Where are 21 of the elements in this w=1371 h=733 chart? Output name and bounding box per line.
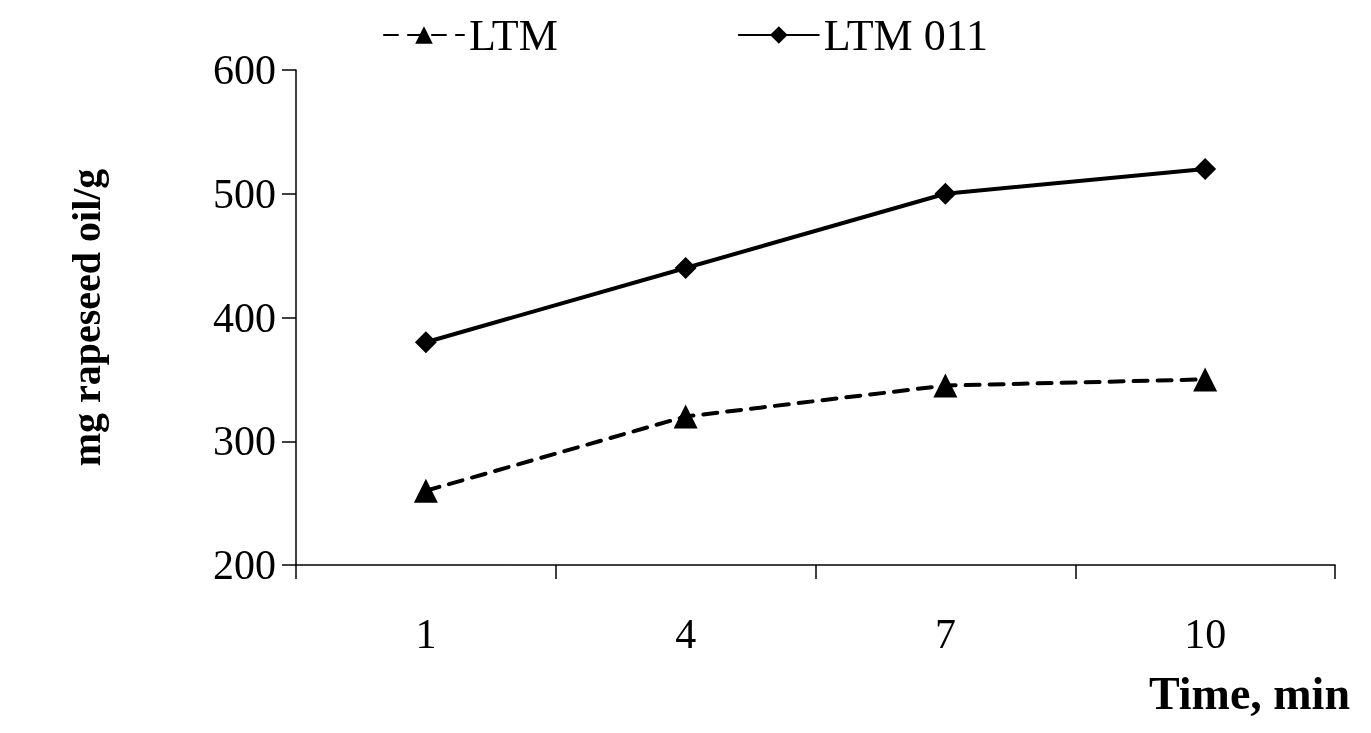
point: [933, 373, 958, 398]
point: [1193, 367, 1218, 392]
point: [673, 404, 698, 429]
x-tick-label: 4: [675, 611, 697, 657]
point: [413, 478, 438, 503]
x-axis-title: Time, min: [1148, 667, 1350, 719]
point: [934, 182, 957, 205]
x-tick-label: 7: [934, 611, 956, 657]
y-tick-label: 300: [213, 418, 276, 465]
point: [674, 257, 697, 279]
y-tick-label: 400: [213, 294, 276, 341]
legend-label: LTM 011: [823, 10, 989, 60]
y-tick-label: 500: [213, 170, 276, 217]
point: [1194, 158, 1217, 180]
legend-label: LTM: [468, 10, 558, 60]
y-tick-label: 200: [213, 542, 276, 588]
y-axis-title: mg rapeseed oil/g: [63, 168, 109, 467]
x-tick-label: 1: [415, 611, 437, 657]
x-tick-label: 10: [1184, 611, 1227, 657]
point: [414, 331, 437, 354]
y-tick-label: 600: [213, 47, 276, 93]
